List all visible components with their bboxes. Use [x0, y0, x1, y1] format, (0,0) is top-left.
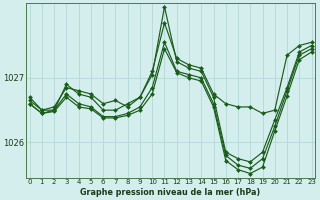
- X-axis label: Graphe pression niveau de la mer (hPa): Graphe pression niveau de la mer (hPa): [81, 188, 261, 197]
